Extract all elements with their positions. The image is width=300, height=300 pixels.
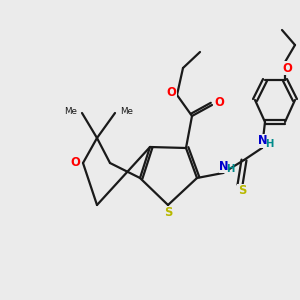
Text: O: O — [214, 97, 224, 110]
Text: Me: Me — [64, 107, 77, 116]
Text: N: N — [258, 134, 268, 148]
Text: O: O — [282, 61, 292, 74]
Text: O: O — [166, 85, 176, 98]
Text: S: S — [164, 206, 172, 220]
Text: N: N — [219, 160, 229, 172]
Text: O: O — [70, 157, 80, 169]
Text: Me: Me — [120, 107, 133, 116]
Text: S: S — [238, 184, 246, 197]
Text: H: H — [226, 164, 234, 174]
Text: H: H — [265, 139, 273, 149]
